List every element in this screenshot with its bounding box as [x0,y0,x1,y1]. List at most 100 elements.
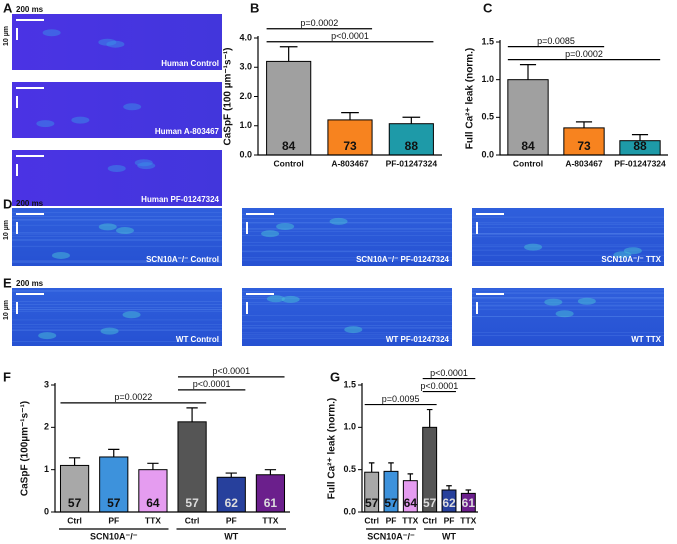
bar [216,476,246,513]
axes [499,40,668,156]
x-tick-label: PF-01247324 [386,158,438,168]
image-caption: SCN10A⁻/⁻ PF-01247324 [356,255,449,264]
group-label: WT [224,531,238,541]
y-tick-label: 0.5 [481,112,494,122]
error-bar [68,457,81,466]
x-tick-label: Ctrl [67,515,82,525]
y-tick-label: 3 [44,379,49,389]
image-caption: WT Control [176,335,219,344]
group-label: WT [442,531,456,541]
y-tick-label: 1.0 [239,120,252,130]
bar [388,123,434,156]
image-caption: SCN10A⁻/⁻ Control [146,255,219,264]
x-tick-label: TTX [145,515,161,525]
count-label: 61 [462,496,476,510]
bar [507,79,549,156]
y-tick-label: 0.0 [239,149,252,159]
y-tick-label: 2 [44,422,49,432]
error-bar [407,473,414,481]
panel-label: B [250,0,259,15]
y-tick-label: 0 [44,506,49,516]
linescan-image [12,150,222,206]
error-bar [426,408,433,428]
scale-label: 10 µm [3,300,10,320]
y-tick-label: 1.0 [481,74,494,84]
calcium-spark [555,310,574,318]
panel-label: C [483,0,493,15]
panel-label: A [3,0,13,15]
linescan-image [12,82,222,138]
error-bar [465,489,472,494]
y-tick-label: 0.0 [481,149,494,159]
image-caption: WT TTX [631,335,661,344]
p-value: p<0.0001 [430,368,468,378]
x-tick-label: Ctrl [422,515,437,525]
p-value: p=0.0095 [382,394,420,404]
calcium-spark [51,251,70,259]
calcium-spark [329,217,348,225]
y-tick-label: 0.0 [343,506,356,516]
y-tick-label: 1.0 [343,422,356,432]
calcium-spark [98,223,117,231]
y-tick-label: 3.0 [239,62,252,72]
calcium-spark [115,227,134,235]
image-caption: Human A-803467 [155,127,220,136]
p-value: p<0.0001 [331,31,369,41]
axes [54,383,290,513]
error-bar [225,472,237,478]
image-caption: Human PF-01247324 [141,195,219,204]
linescan-image [12,208,222,266]
x-tick-label: Ctrl [364,515,379,525]
p-value: p=0.0022 [114,392,152,402]
error-bar [341,111,359,120]
calcium-spark [261,230,280,238]
x-tick-label: A-803467 [331,158,369,168]
y-tick-label: 1.5 [343,379,356,389]
p-value: p=0.0002 [565,49,603,59]
group-label: SCN10A⁻/⁻ [90,531,138,541]
x-tick-label: TTX [262,515,278,525]
calcium-spark [107,164,126,172]
linescan-image [242,208,452,266]
count-label: 64 [404,496,418,510]
error-bar [575,121,593,128]
calcium-spark [544,298,563,306]
count-label: 88 [633,139,647,153]
calcium-spark [71,116,90,124]
calcium-spark [577,297,596,305]
image-caption: WT PF-01247324 [386,335,450,344]
y-axis-label: Full Ca²⁺ leak (norm.) [465,48,476,149]
count-label: 61 [264,496,278,510]
x-tick-label: Ctrl [185,515,200,525]
linescan-image [472,208,664,266]
p-value: p<0.0001 [420,381,458,391]
panel-label: D [3,196,12,211]
count-label: 73 [577,139,591,153]
y-tick-label: 4.0 [239,32,252,42]
group-label: SCN10A⁻/⁻ [367,531,415,541]
count-label: 88 [405,139,419,153]
error-bar [631,134,649,141]
count-label: 57 [423,496,437,510]
panel-label: G [330,369,340,384]
error-bar [446,485,452,490]
error-bar [388,462,394,472]
panel-label: F [3,369,11,384]
axes [257,36,442,156]
x-tick-label: PF [226,515,237,525]
scale-label: 10 µm [3,220,10,240]
bar [138,469,168,513]
calcium-spark [524,243,543,251]
x-tick-label: Control [274,158,304,168]
count-label: 57 [107,496,121,510]
calcium-spark [38,332,57,340]
x-tick-label: PF-01247324 [614,158,666,168]
bar [255,474,286,513]
count-label: 84 [521,139,535,153]
calcium-spark [276,223,295,231]
x-tick-label: PF [386,515,397,525]
error-bar [279,46,298,62]
calcium-spark [98,38,117,46]
count-label: 57 [68,496,82,510]
error-bar [519,63,537,80]
